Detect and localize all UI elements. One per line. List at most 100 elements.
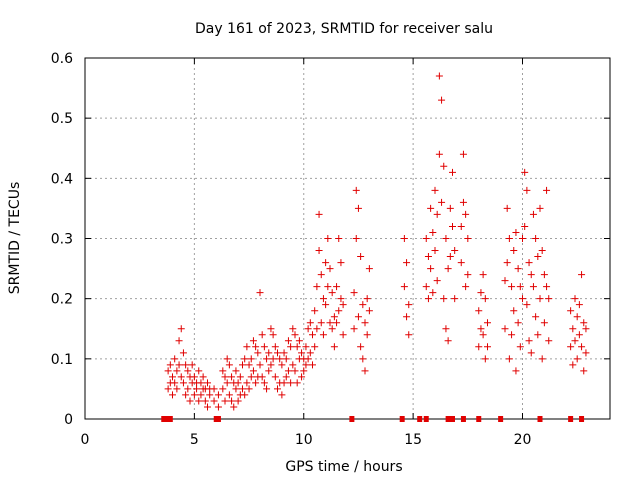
data-point (479, 331, 487, 339)
data-point (505, 355, 513, 363)
data-point (534, 253, 542, 261)
data-point (173, 385, 181, 393)
data-point (287, 379, 295, 387)
data-point (424, 253, 432, 261)
data-point (475, 343, 483, 351)
data-point (289, 325, 297, 333)
data-point (234, 379, 242, 387)
baseline-marker (568, 416, 574, 422)
data-point (352, 186, 360, 194)
data-point (429, 289, 437, 297)
data-point (258, 331, 266, 339)
data-point (241, 391, 249, 399)
data-point (249, 337, 257, 345)
data-point (477, 325, 485, 333)
data-point (313, 283, 321, 291)
x-tick-label: 10 (295, 432, 313, 448)
data-point (516, 283, 524, 291)
data-point (403, 313, 411, 321)
data-point (195, 397, 203, 405)
data-point (302, 361, 310, 369)
data-point (232, 367, 240, 375)
data-point (239, 361, 246, 369)
y-tick-label: 0.5 (51, 111, 73, 127)
data-point (569, 361, 577, 369)
data-point (424, 295, 432, 303)
data-point (484, 343, 491, 351)
data-point (529, 210, 537, 218)
data-point (304, 355, 312, 363)
data-point (505, 235, 513, 242)
data-point (173, 367, 181, 375)
data-point (298, 373, 306, 381)
data-point (569, 325, 577, 333)
baseline-marker (399, 416, 405, 422)
data-point (315, 210, 323, 218)
data-point (333, 283, 341, 291)
data-point (510, 247, 518, 255)
data-point (363, 331, 371, 339)
data-point (179, 379, 187, 387)
data-point (433, 210, 441, 218)
data-point (444, 337, 452, 345)
data-point (521, 222, 529, 230)
data-point (582, 349, 590, 357)
data-point (527, 271, 535, 279)
data-point (573, 313, 581, 321)
data-point (529, 283, 537, 291)
data-point (271, 373, 279, 381)
data-point (519, 235, 526, 242)
data-point (232, 385, 240, 393)
data-point (449, 168, 456, 176)
data-point (438, 96, 446, 104)
data-point (295, 337, 303, 345)
data-point (521, 168, 529, 176)
data-point (538, 247, 546, 255)
data-point (575, 331, 583, 339)
data-point (459, 150, 467, 158)
data-point (359, 301, 367, 309)
data-point (175, 361, 183, 369)
data-point (481, 295, 489, 303)
data-point (354, 313, 362, 321)
data-point (508, 283, 516, 291)
data-point (169, 391, 176, 399)
y-tick-label: 0.3 (51, 232, 73, 248)
data-point (210, 385, 218, 393)
data-point (317, 319, 325, 327)
data-point (197, 379, 205, 387)
data-point (508, 331, 516, 339)
data-point (451, 295, 459, 303)
data-point (182, 391, 190, 399)
data-point (431, 247, 439, 255)
data-point (545, 337, 553, 345)
data-point (571, 295, 579, 303)
data-point (427, 265, 435, 273)
data-point (352, 235, 360, 242)
data-point (357, 343, 365, 351)
data-point (433, 277, 441, 285)
data-point (252, 343, 260, 351)
baseline-marker (423, 416, 429, 422)
data-point (293, 343, 301, 351)
data-point (446, 253, 454, 261)
data-point (306, 319, 314, 327)
data-point (225, 391, 233, 399)
data-point (322, 301, 330, 309)
data-point (214, 391, 222, 399)
data-point (337, 259, 345, 267)
data-point (265, 367, 273, 375)
data-point (317, 271, 325, 279)
data-point (446, 204, 454, 212)
y-tick-label: 0 (64, 412, 73, 428)
data-point (484, 319, 491, 327)
data-point (532, 235, 540, 242)
data-point (171, 355, 179, 363)
data-point (267, 361, 275, 369)
data-point (322, 259, 330, 267)
data-point (271, 343, 279, 351)
data-point (201, 397, 209, 405)
data-point (403, 259, 411, 267)
y-tick-label: 0.2 (51, 292, 73, 308)
data-point (435, 150, 443, 158)
